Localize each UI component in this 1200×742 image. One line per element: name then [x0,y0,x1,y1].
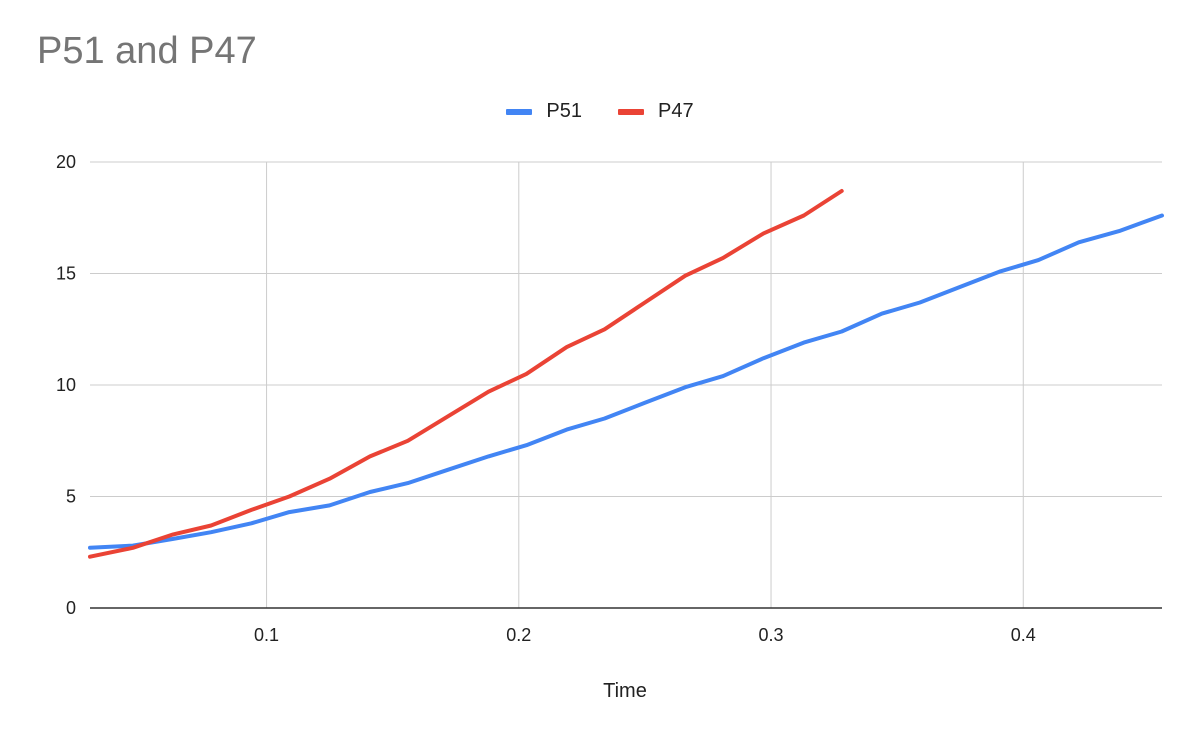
tick-labels: 0 5 10 15 20 0.1 0.2 0.3 0.4 [56,152,1036,645]
legend-label-p51: P51 [546,100,582,122]
legend-item-p47[interactable]: P47 [618,100,694,123]
x-axis-label: Time [603,680,647,702]
legend: P51 P47 [0,100,1200,123]
legend-swatch-p47 [618,108,644,115]
legend-swatch-p51 [506,108,533,115]
gridlines [90,161,1162,608]
x-tick-label: 0.4 [1011,625,1036,645]
y-tick-label: 10 [56,375,76,395]
legend-label-p47: P47 [658,100,694,122]
y-tick-label: 20 [56,152,76,172]
y-tick-label: 5 [66,487,76,507]
chart-title: P51 and P47 [37,30,257,72]
y-tick-label: 0 [66,598,76,618]
y-tick-label: 15 [56,264,76,284]
series-line-p47[interactable] [88,189,844,559]
x-tick-label: 0.3 [759,625,784,645]
x-tick-label: 0.2 [506,625,531,645]
series-lines [88,189,1164,559]
legend-item-p51[interactable]: P51 [506,100,582,123]
series-line-p51[interactable] [88,213,1164,550]
x-tick-label: 0.1 [254,625,279,645]
